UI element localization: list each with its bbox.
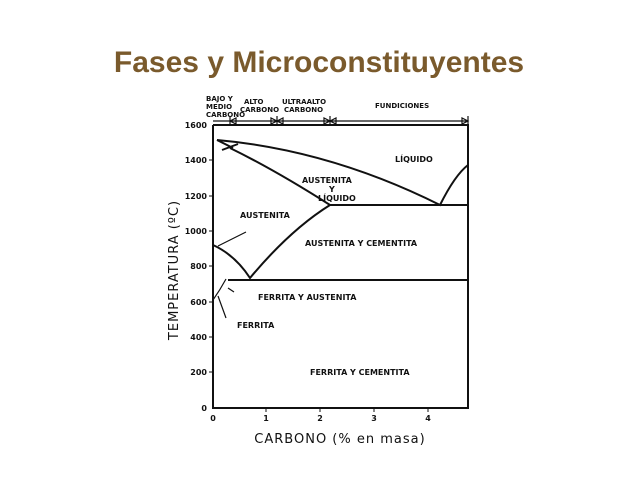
range-label: MEDIO	[206, 103, 232, 111]
region-label: AUSTENITA Y CEMENTITA	[305, 239, 418, 248]
range-label: ULTRAALTO	[282, 98, 326, 106]
frame	[212, 124, 469, 409]
range-label: ALTO	[244, 98, 263, 106]
y-tick: 200	[190, 368, 207, 377]
x-tick: 2	[317, 414, 323, 423]
region-label: FERRITA Y AUSTENITA	[258, 293, 357, 302]
range-label: FUNDICIONES	[375, 102, 429, 110]
range-label: CARBONO	[284, 106, 323, 114]
x-axis-label: CARBONO (% en masa)	[254, 432, 425, 447]
tick-marks	[209, 159, 429, 412]
y-axis-label: TEMPERATURA (ºC)	[167, 200, 182, 341]
isotherms	[228, 204, 468, 281]
title: Fases y Microconstituyentes	[114, 46, 524, 79]
range-brackets	[213, 116, 470, 126]
y-tick: 1200	[185, 192, 208, 201]
x-tick: 1	[263, 414, 269, 423]
range-label: BAJO Y	[206, 95, 234, 103]
range-label: CARBONO	[206, 111, 245, 119]
region-label: AUSTENITA	[302, 176, 353, 185]
x-tick: 4	[425, 414, 431, 423]
liquidus	[216, 139, 469, 207]
leaders	[212, 231, 247, 319]
x-tick: 3	[371, 414, 377, 423]
y-tick: 400	[190, 333, 207, 342]
y-tick: 1000	[185, 227, 208, 236]
range-label: CARBONO	[240, 106, 279, 114]
y-tick: 1600	[185, 121, 208, 130]
y-tick: 1400	[185, 156, 208, 165]
y-tick: 600	[190, 298, 207, 307]
x-tick: 0	[210, 414, 216, 423]
y-tick: 800	[190, 262, 207, 271]
region-label: AUSTENITA	[240, 211, 291, 220]
region-label: FERRITA	[237, 321, 275, 330]
y-tick: 0	[201, 404, 207, 413]
region-label: FERRITA Y CEMENTITA	[310, 368, 410, 377]
region-label: Y	[328, 185, 335, 194]
region-label: LÍQUIDO	[318, 192, 356, 203]
phase-diagram: 1600 1400 1200 1000 800 600 400 200 0 0 …	[167, 95, 470, 447]
region-label: LÍQUIDO	[395, 153, 433, 164]
a3-acm	[212, 204, 331, 280]
solidus	[216, 139, 331, 206]
